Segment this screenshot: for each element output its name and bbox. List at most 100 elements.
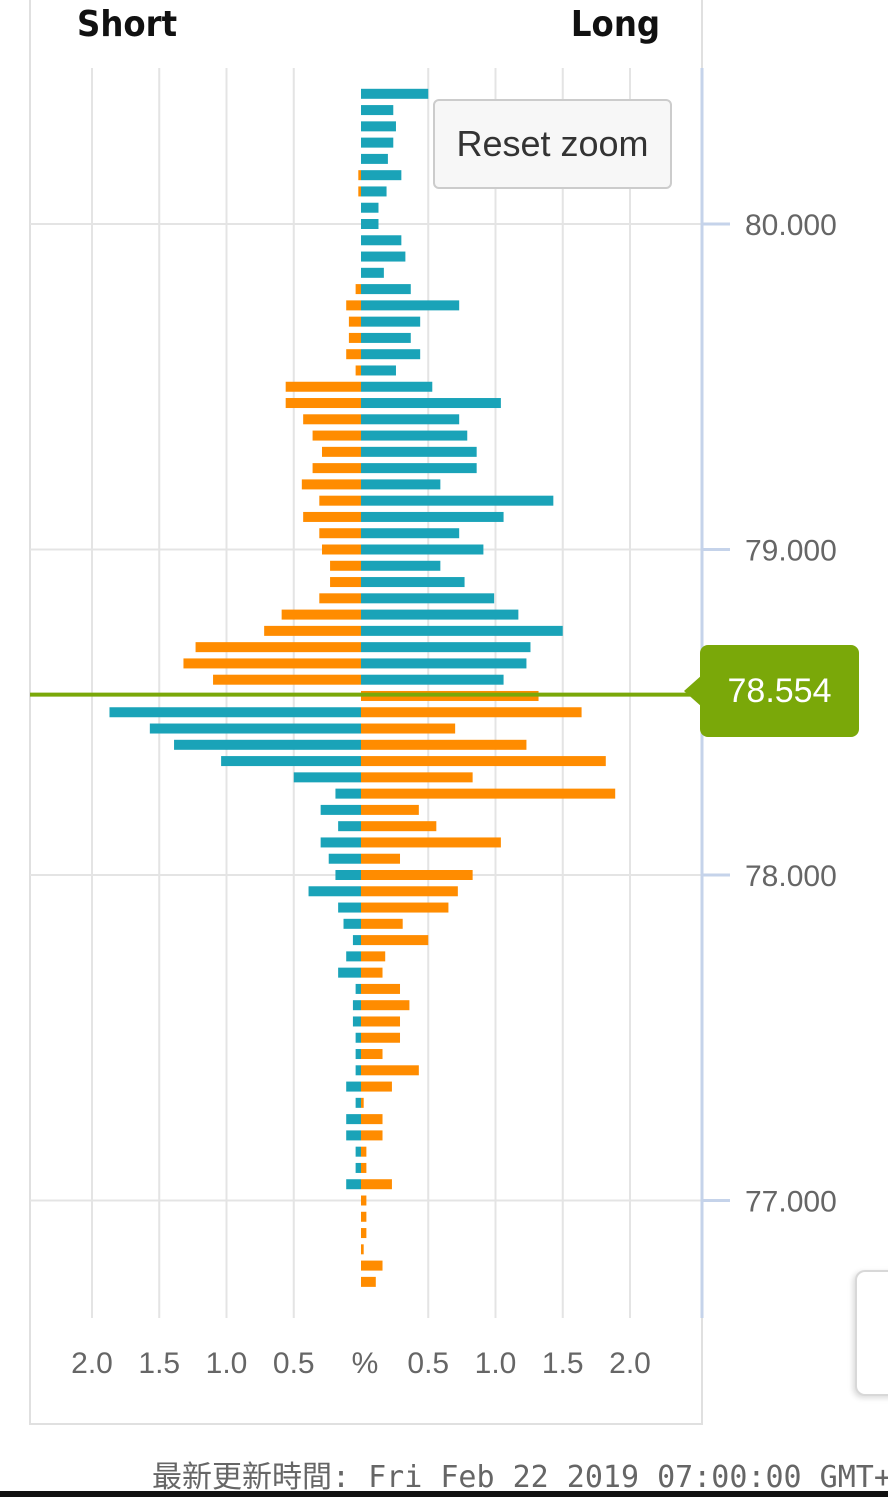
short-bar bbox=[285, 398, 361, 409]
long-bar bbox=[346, 1114, 361, 1125]
short-bar bbox=[361, 707, 582, 718]
short-bar bbox=[361, 1179, 392, 1190]
short-bar bbox=[361, 821, 437, 832]
long-bar bbox=[355, 1097, 361, 1108]
long-bar bbox=[346, 1081, 361, 1092]
long-bar bbox=[361, 528, 460, 539]
short-bar bbox=[303, 414, 361, 425]
y-tick-label: 78.000 bbox=[745, 860, 837, 893]
long-bar bbox=[361, 332, 411, 343]
short-bar bbox=[361, 1195, 367, 1206]
long-bar bbox=[346, 1130, 361, 1141]
short-bar bbox=[321, 446, 361, 457]
short-bar bbox=[361, 1228, 367, 1239]
long-bar bbox=[352, 1016, 361, 1027]
y-tick-label: 79.000 bbox=[745, 535, 837, 568]
current-price-tag-pointer bbox=[684, 675, 702, 707]
long-bar bbox=[361, 479, 441, 490]
short-bar bbox=[361, 1130, 383, 1141]
x-tick-label-long: 1.5 bbox=[542, 1347, 584, 1380]
short-bar bbox=[361, 1162, 367, 1173]
long-bar bbox=[361, 316, 421, 327]
short-bar bbox=[361, 788, 616, 799]
short-bar bbox=[213, 674, 361, 685]
short-bar bbox=[361, 804, 419, 815]
long-bar bbox=[361, 674, 504, 685]
long-bar bbox=[109, 707, 361, 718]
short-bar bbox=[348, 316, 361, 327]
long-bar bbox=[361, 202, 379, 213]
long-bar bbox=[361, 186, 387, 197]
short-bar bbox=[361, 918, 403, 929]
short-bar bbox=[361, 1276, 376, 1287]
current-price-tag: 78.554 bbox=[700, 645, 859, 737]
short-bar bbox=[361, 1097, 364, 1108]
long-bar bbox=[320, 837, 361, 848]
long-bar bbox=[355, 1146, 361, 1157]
long-bar bbox=[328, 853, 361, 864]
y-tick-label: 77.000 bbox=[745, 1186, 837, 1219]
short-bar bbox=[361, 967, 383, 978]
short-bar bbox=[355, 284, 361, 295]
long-bar bbox=[361, 381, 433, 392]
short-bar bbox=[319, 495, 361, 506]
short-bar bbox=[361, 1081, 392, 1092]
short-bar bbox=[195, 642, 361, 653]
long-bar bbox=[361, 430, 468, 441]
long-bar bbox=[361, 658, 527, 669]
long-bar bbox=[361, 267, 384, 278]
long-bar bbox=[149, 723, 361, 734]
long-bar bbox=[361, 544, 484, 555]
x-tick-label-short: 1.5 bbox=[138, 1347, 180, 1380]
short-bar bbox=[361, 902, 449, 913]
long-bar bbox=[355, 1049, 361, 1060]
long-bar bbox=[355, 1065, 361, 1076]
long-bar bbox=[355, 1162, 361, 1173]
long-bar bbox=[352, 1000, 361, 1011]
x-tick-label-short: 2.0 bbox=[71, 1347, 113, 1380]
long-bar bbox=[221, 756, 361, 767]
short-header: Short bbox=[77, 4, 178, 45]
long-bar bbox=[361, 365, 396, 376]
long-bar bbox=[361, 251, 406, 262]
long-bar bbox=[361, 121, 396, 132]
long-bar bbox=[361, 463, 477, 474]
short-bar bbox=[321, 544, 361, 555]
long-bar bbox=[361, 349, 421, 360]
short-bar bbox=[361, 951, 386, 962]
long-bar bbox=[361, 137, 394, 148]
short-bar bbox=[361, 739, 527, 750]
reset-zoom-button[interactable]: Reset zoom bbox=[433, 99, 672, 189]
long-header: Long bbox=[570, 4, 660, 45]
x-tick-label-long: 0.5 bbox=[407, 1347, 449, 1380]
long-bar bbox=[361, 398, 501, 409]
short-bar bbox=[312, 430, 361, 441]
long-bar bbox=[361, 511, 504, 522]
long-bar bbox=[320, 804, 361, 815]
long-bar bbox=[335, 788, 361, 799]
short-bar bbox=[361, 1260, 383, 1271]
x-center-label: % bbox=[352, 1347, 379, 1380]
side-panel-card[interactable] bbox=[855, 1270, 888, 1396]
x-tick-label-short: 0.5 bbox=[273, 1347, 315, 1380]
short-bar bbox=[281, 609, 361, 620]
short-bar bbox=[355, 365, 361, 376]
long-bar bbox=[174, 739, 361, 750]
short-bar bbox=[183, 658, 361, 669]
short-bar bbox=[361, 1000, 410, 1011]
long-bar bbox=[361, 446, 477, 457]
long-bar bbox=[361, 593, 495, 604]
long-bar bbox=[346, 951, 361, 962]
last-updated-text: 最新更新時間: Fri Feb 22 2019 07:00:00 GMT+09 bbox=[152, 1460, 888, 1495]
short-bar bbox=[361, 1146, 367, 1157]
short-bar bbox=[330, 577, 361, 588]
long-bar bbox=[361, 300, 460, 311]
y-tick-label: 80.000 bbox=[745, 209, 837, 242]
short-bar bbox=[361, 1114, 383, 1125]
short-bar bbox=[361, 723, 456, 734]
short-bar bbox=[312, 463, 361, 474]
short-bar bbox=[361, 1032, 401, 1043]
bottom-divider bbox=[0, 1491, 888, 1497]
short-bar bbox=[361, 853, 401, 864]
